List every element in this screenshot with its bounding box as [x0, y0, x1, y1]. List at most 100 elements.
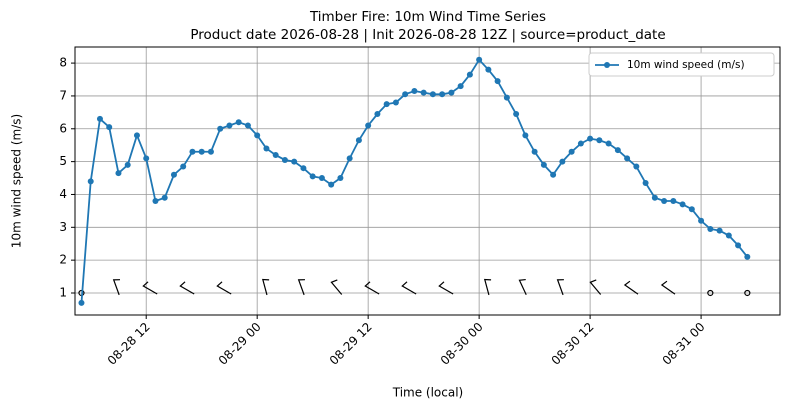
data-point	[466, 71, 473, 78]
chart-subtitle: Product date 2026-08-28 | Init 2026-08-2…	[190, 27, 665, 43]
wind-barb	[330, 279, 343, 295]
data-point	[180, 163, 187, 170]
wind-barb	[401, 281, 417, 295]
y-tick-label: 4	[59, 187, 67, 201]
data-point	[550, 171, 557, 178]
data-point	[392, 99, 399, 106]
wind-barb	[623, 280, 639, 295]
data-point	[725, 232, 732, 239]
y-tick-label: 6	[59, 121, 67, 135]
wind-barb	[556, 279, 564, 296]
data-point	[642, 179, 649, 186]
wind-barb	[364, 281, 380, 295]
data-point	[365, 122, 372, 129]
y-tick-label: 3	[59, 220, 67, 234]
legend-marker	[604, 62, 610, 68]
wind-barb-calm	[707, 289, 714, 297]
data-point	[124, 161, 131, 168]
data-point	[744, 253, 751, 260]
data-point	[420, 89, 427, 96]
data-point	[411, 88, 418, 95]
data-point	[152, 198, 159, 205]
data-point	[485, 66, 492, 73]
wind-barb	[142, 281, 158, 295]
data-point	[291, 158, 298, 165]
data-point	[513, 111, 520, 117]
wind-barb	[262, 278, 270, 296]
x-tick-label: 08-28 12	[105, 320, 153, 368]
data-point	[559, 158, 566, 165]
legend: 10m wind speed (m/s)	[588, 52, 775, 77]
wind-barb	[518, 278, 527, 296]
data-point	[328, 181, 335, 188]
data-point	[309, 173, 316, 180]
data-point	[272, 152, 279, 159]
x-tick-label: 08-29 00	[216, 320, 264, 368]
data-point	[96, 115, 103, 122]
x-tick-label: 08-29 12	[327, 320, 375, 368]
y-axis-label: 10m wind speed (m/s)	[10, 114, 24, 248]
data-point	[651, 194, 658, 201]
data-point	[235, 119, 242, 126]
data-point	[540, 161, 547, 168]
y-tick-label: 8	[59, 56, 67, 70]
wind-barb	[112, 279, 121, 296]
data-point	[429, 91, 436, 98]
data-point	[115, 170, 122, 177]
data-point	[78, 299, 85, 306]
chart-title: Timber Fire: 10m Wind Time Series	[309, 9, 546, 25]
data-point	[670, 198, 677, 205]
wind-barb-calm	[744, 289, 751, 297]
wind-barb	[660, 280, 676, 295]
data-point	[170, 171, 177, 178]
data-point	[318, 175, 325, 182]
data-point	[624, 155, 631, 162]
data-point	[346, 155, 353, 162]
x-axis-label: Time (local)	[392, 386, 464, 400]
data-point	[374, 111, 381, 117]
data-point	[281, 156, 288, 163]
data-point	[707, 225, 714, 232]
data-point	[587, 135, 594, 142]
wind-barb	[438, 281, 454, 295]
data-point	[605, 140, 612, 147]
legend-box	[588, 52, 775, 77]
data-point	[106, 124, 113, 131]
y-tick-label: 7	[59, 88, 67, 102]
data-point	[531, 148, 538, 155]
wind-barb	[297, 279, 305, 296]
data-point	[207, 148, 214, 155]
wind-barb	[216, 281, 232, 295]
y-tick-label: 2	[59, 253, 67, 267]
data-point	[226, 122, 233, 129]
data-point	[439, 91, 446, 98]
data-point	[577, 140, 584, 147]
legend-label: 10m wind speed (m/s)	[627, 59, 745, 71]
data-point	[161, 194, 168, 201]
data-point	[254, 132, 261, 139]
data-point	[568, 148, 575, 155]
wind-barb	[589, 279, 602, 295]
data-point	[716, 227, 723, 234]
data-point	[337, 175, 344, 182]
data-point	[494, 78, 501, 85]
data-point	[735, 242, 742, 249]
data-point	[448, 89, 455, 96]
data-point	[263, 145, 270, 152]
data-point	[87, 178, 94, 185]
data-point	[198, 148, 205, 155]
data-point	[217, 125, 224, 132]
y-tick-label: 1	[59, 285, 67, 299]
data-point	[143, 155, 150, 162]
data-point	[189, 148, 196, 155]
data-point	[661, 198, 668, 205]
data-point	[133, 132, 140, 139]
plot-frame	[74, 46, 781, 316]
data-point	[383, 101, 390, 108]
data-point	[300, 165, 307, 172]
data-point	[503, 94, 510, 101]
data-point	[688, 206, 695, 213]
x-tick-label: 08-30 12	[549, 320, 597, 368]
data-point	[402, 91, 409, 98]
